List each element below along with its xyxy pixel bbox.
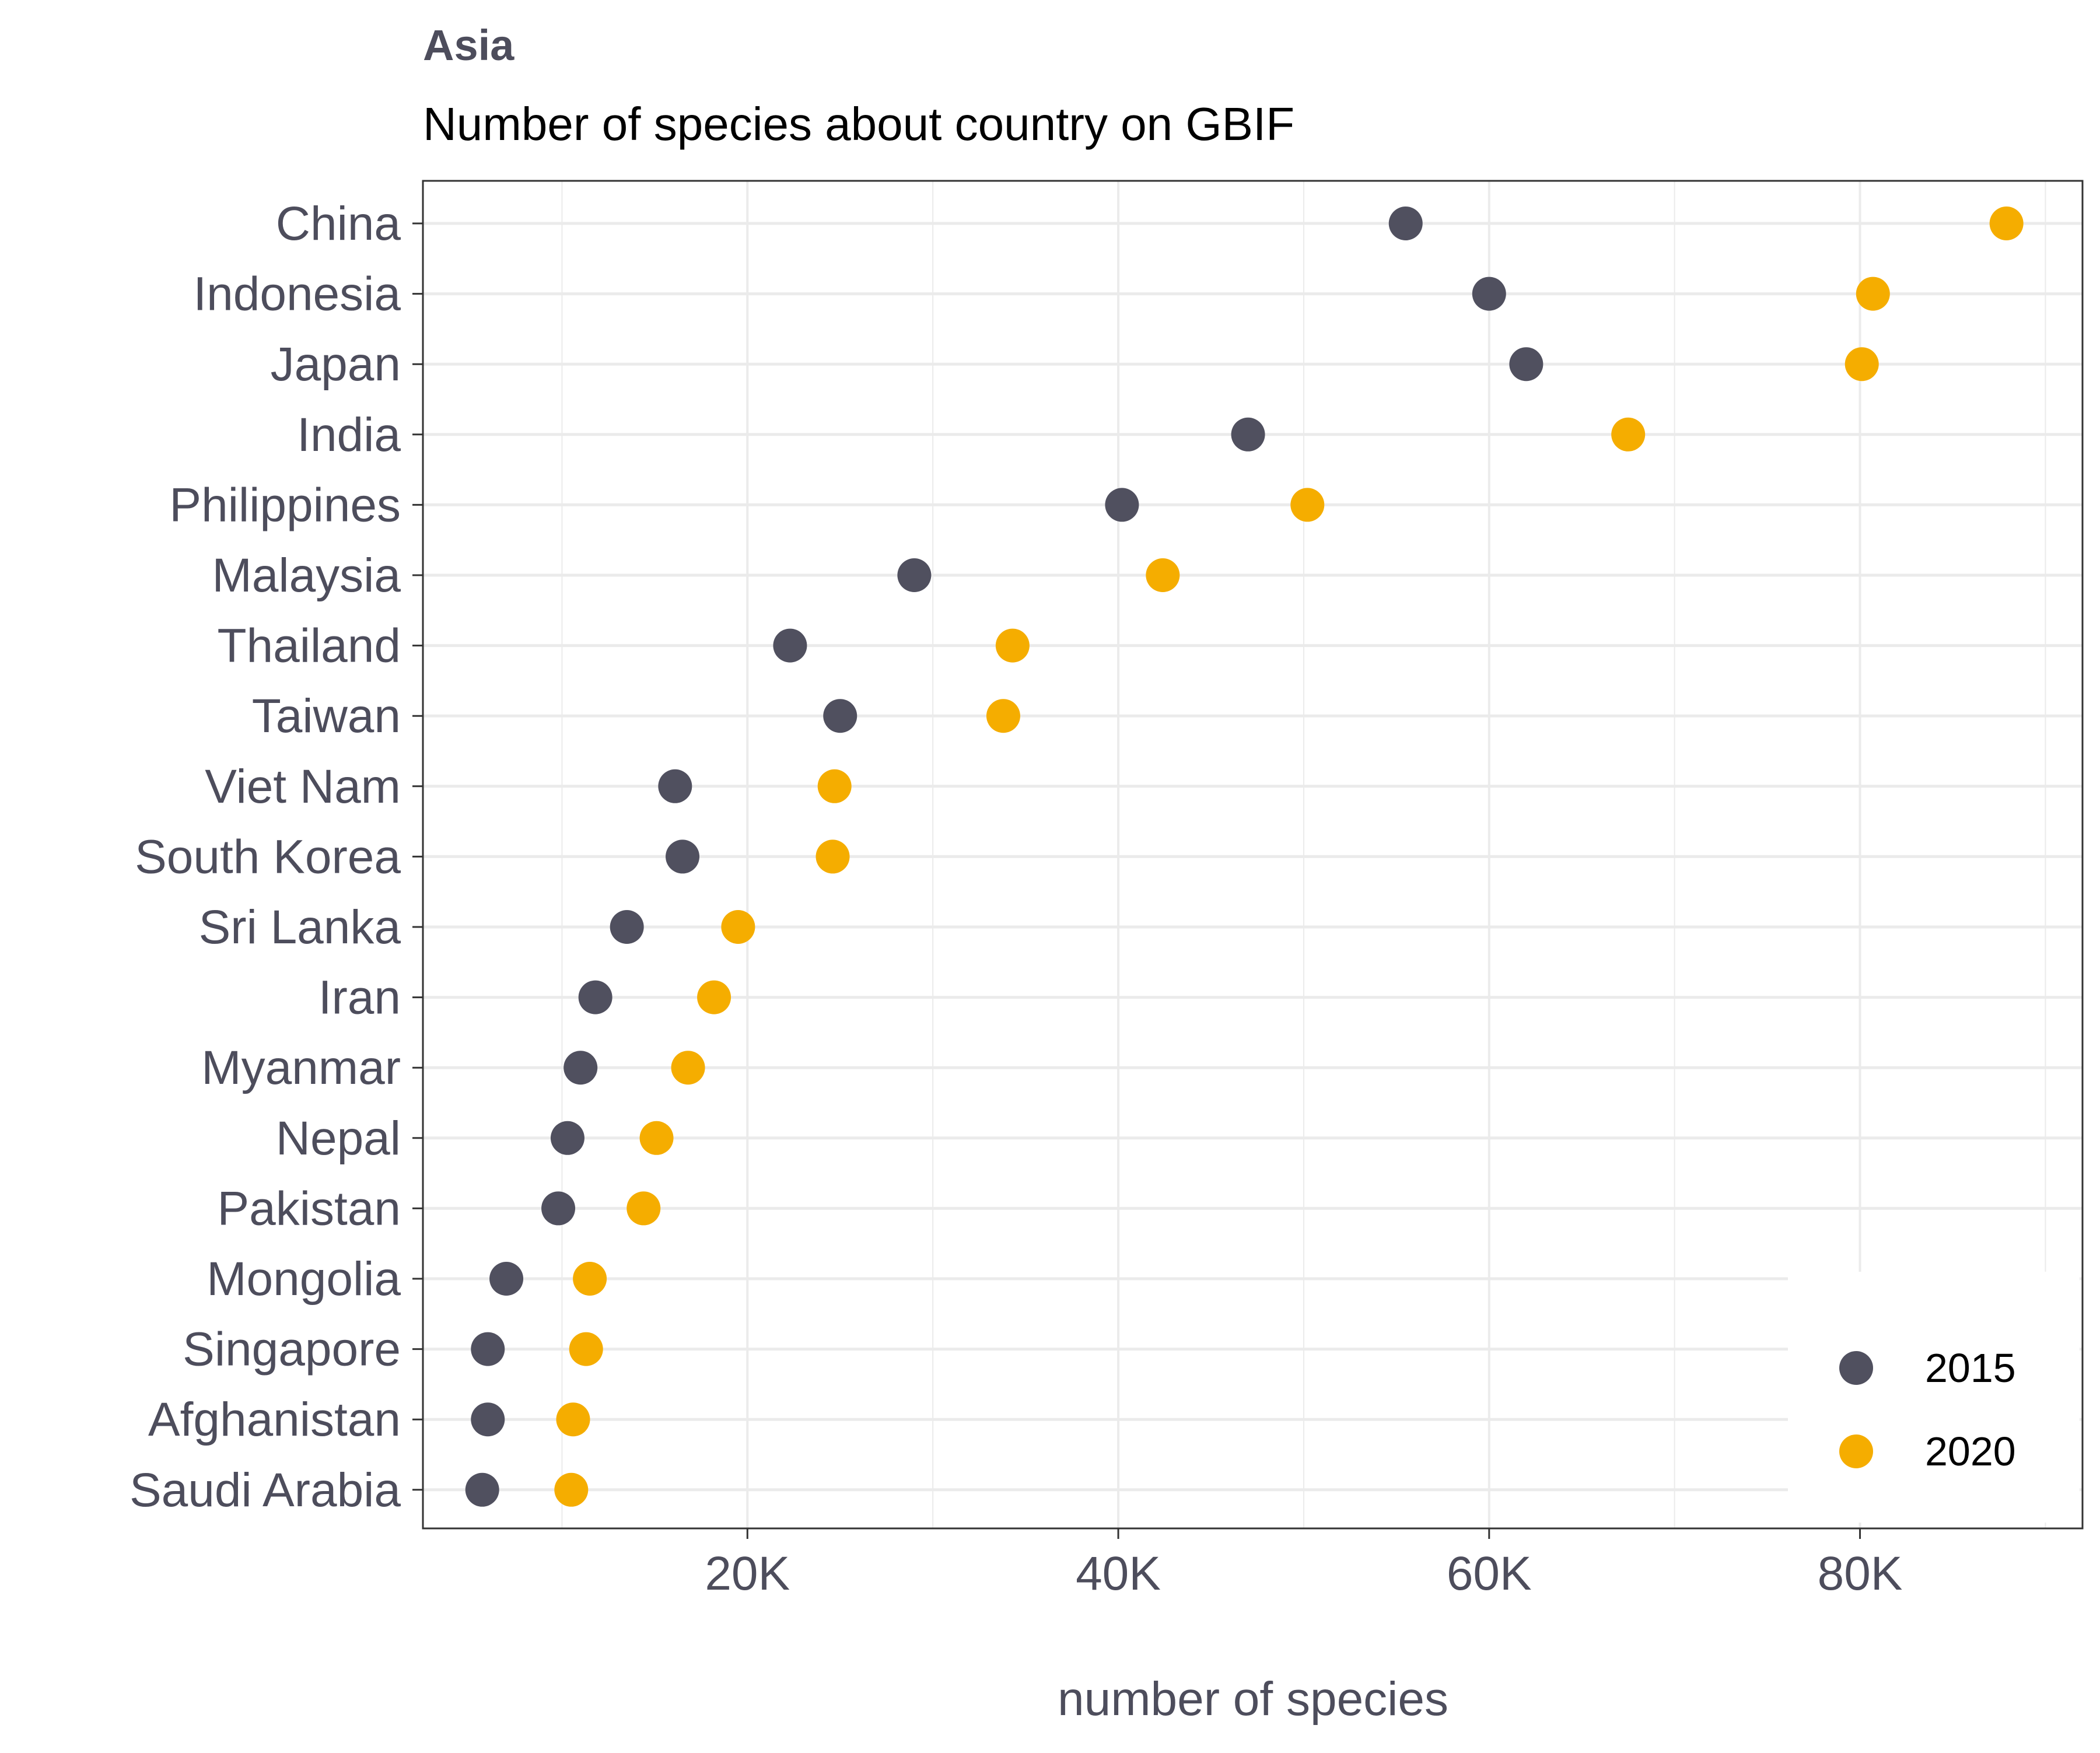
y-tick-label: Myanmar	[201, 1041, 401, 1094]
point-2015	[658, 769, 692, 803]
y-tick-label: Saudi Arabia	[130, 1464, 401, 1517]
point-2020	[721, 910, 755, 944]
y-tick-label: Viet Nam	[205, 760, 401, 813]
legend-background	[1788, 1272, 2080, 1523]
point-2020	[626, 1191, 661, 1226]
point-2020	[1290, 488, 1325, 522]
point-2015	[897, 558, 932, 592]
point-2020	[816, 839, 850, 874]
chart-subtitle: Number of species about country on GBIF	[423, 98, 1294, 150]
point-2020	[995, 628, 1030, 663]
legend: 2015 2020	[1788, 1272, 2080, 1523]
point-2015	[1231, 417, 1265, 452]
y-tick-label: Nepal	[276, 1112, 401, 1165]
legend-key-2015	[1839, 1351, 1873, 1385]
y-tick-label: Iran	[318, 971, 401, 1024]
x-tick-label: 60K	[1447, 1547, 1532, 1600]
y-tick-label: Thailand	[217, 620, 401, 673]
y-axis: China Indonesia Japan India Philippines Malay…	[130, 197, 423, 1517]
y-tick-label: China	[276, 197, 401, 250]
point-2015	[610, 910, 644, 944]
point-2020	[671, 1051, 705, 1085]
chart-title: Asia	[423, 21, 514, 69]
point-2020	[569, 1332, 603, 1366]
y-tick-label: Taiwan	[252, 690, 401, 743]
point-2020	[986, 699, 1020, 733]
point-2015	[471, 1402, 505, 1437]
y-tick-label: India	[297, 408, 401, 461]
y-tick-label: Indonesia	[193, 268, 401, 321]
point-2020	[1856, 277, 1890, 311]
y-tick-label: Singapore	[183, 1323, 401, 1376]
point-2020	[573, 1262, 607, 1296]
y-tick-label: Malaysia	[212, 549, 401, 602]
point-2015	[773, 628, 807, 663]
point-2015	[564, 1051, 598, 1085]
point-2020	[1845, 347, 1879, 382]
point-2020	[1989, 207, 2024, 240]
x-axis-title: number of species	[1058, 1672, 1448, 1726]
point-2015	[666, 839, 700, 874]
point-2015	[541, 1191, 576, 1226]
point-2015	[578, 980, 612, 1014]
legend-label: 2020	[1925, 1429, 2016, 1474]
point-2020	[817, 769, 852, 803]
point-2015	[823, 699, 858, 733]
point-2020	[556, 1402, 590, 1437]
y-tick-label: Mongolia	[206, 1252, 401, 1306]
point-2015	[550, 1121, 584, 1155]
x-tick-label: 80K	[1818, 1547, 1903, 1600]
y-tick-label: Philippines	[169, 478, 401, 531]
y-tick-label: Pakistan	[217, 1182, 401, 1235]
x-axis: 20K 40K 60K 80K	[705, 1528, 1903, 1600]
y-tick-label: Sri Lanka	[199, 901, 401, 954]
point-2020	[639, 1121, 674, 1155]
point-2015	[1388, 207, 1423, 240]
plot-panel-border	[422, 180, 2084, 1530]
legend-label: 2015	[1925, 1345, 2016, 1391]
data-points	[465, 207, 2024, 1507]
point-2015	[1105, 488, 1139, 522]
y-tick-label: South Korea	[135, 830, 401, 883]
legend-key-2020	[1839, 1434, 1873, 1468]
point-2020	[697, 980, 732, 1014]
x-tick-label: 40K	[1076, 1547, 1161, 1600]
x-tick-label: 20K	[705, 1547, 790, 1600]
y-tick-label: Japan	[271, 338, 401, 391]
point-2015	[465, 1472, 499, 1507]
point-2020	[1146, 558, 1180, 592]
point-2015	[1472, 277, 1506, 311]
point-2020	[1611, 417, 1646, 452]
point-2015	[489, 1262, 524, 1296]
y-tick-label: Afghanistan	[148, 1393, 401, 1446]
point-2015	[471, 1332, 505, 1366]
point-2015	[1509, 347, 1544, 382]
point-2020	[554, 1472, 589, 1507]
